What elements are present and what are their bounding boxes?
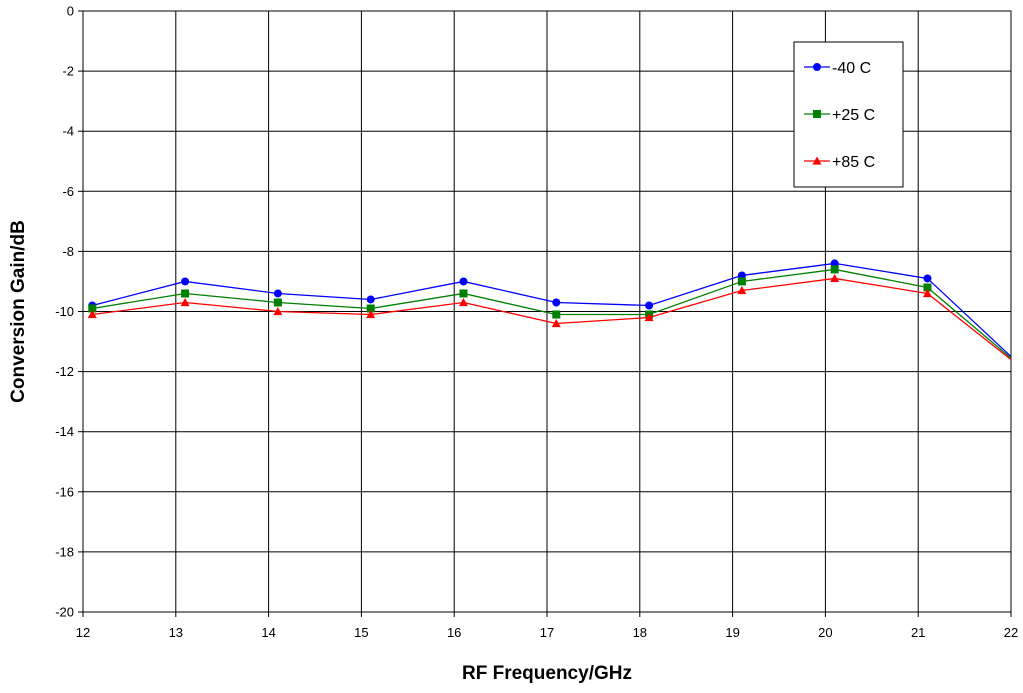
x-tick-label-3: 15 <box>354 625 368 640</box>
series-0-point-2 <box>273 289 282 298</box>
series-2-point-2 <box>273 307 283 316</box>
series-0-point-8 <box>830 259 839 268</box>
legend-label-0: -40 C <box>832 60 871 77</box>
x-tick-label-2: 14 <box>261 625 275 640</box>
series-1-point-2 <box>273 298 282 307</box>
series-2-point-0 <box>87 310 97 319</box>
y-tick-label-4: -8 <box>62 244 74 259</box>
y-tick-label-6: -12 <box>55 364 74 379</box>
y-axis-ticks: 0 -2 -4 -6 -8 -10 -12 -14 -16 -18 -20 <box>55 4 83 620</box>
y-tick-label-9: -18 <box>55 544 74 559</box>
series-0-point-3 <box>366 295 375 304</box>
legend-marker-2 <box>812 156 822 165</box>
series-1-point-5 <box>552 310 561 319</box>
legend-label-1: +25 C <box>832 107 875 124</box>
series-1-point-9 <box>923 283 932 292</box>
series-0-point-6 <box>645 301 654 310</box>
y-axis-title: Conversion Gain/dB <box>8 220 29 403</box>
series-0-point-7 <box>737 271 746 280</box>
legend: -40 C +25 C +85 C <box>793 41 904 188</box>
series-group <box>87 259 1012 361</box>
series-2-point-5 <box>551 319 561 328</box>
x-tick-label-8: 20 <box>818 625 832 640</box>
y-tick-label-8: -16 <box>55 484 74 499</box>
series-2-point-4 <box>458 297 468 307</box>
legend-item-1: +25 C <box>804 107 875 124</box>
x-tick-label-10: 22 <box>1004 625 1018 640</box>
y-tick-label-10: -20 <box>55 605 74 620</box>
x-tick-label-6: 18 <box>633 625 647 640</box>
series-2-point-7 <box>737 285 747 295</box>
legend-marker-1 <box>813 110 821 118</box>
y-tick-label-7: -14 <box>55 424 74 439</box>
y-tick-label-0: 0 <box>67 4 74 19</box>
series-2-point-3 <box>366 310 376 319</box>
series-0-point-9 <box>923 274 932 283</box>
x-tick-label-0: 12 <box>76 625 90 640</box>
legend-label-2: +85 C <box>832 154 875 171</box>
series-1-point-1 <box>181 289 190 298</box>
series-line-1 <box>92 268 1012 359</box>
series-2-point-6 <box>644 313 654 322</box>
series-line-2 <box>92 277 1012 361</box>
series-0 <box>88 259 1012 358</box>
series-2-point-1 <box>180 297 190 307</box>
series-1-point-4 <box>459 289 468 298</box>
y-tick-label-5: -10 <box>55 304 74 319</box>
series-2-point-9 <box>922 288 932 298</box>
y-tick-label-1: -2 <box>62 64 74 79</box>
x-tick-label-7: 19 <box>725 625 739 640</box>
series-0-point-5 <box>552 298 561 307</box>
legend-item-0: -40 C <box>804 60 871 77</box>
series-1-point-7 <box>737 277 746 286</box>
y-tick-label-3: -6 <box>62 184 74 199</box>
series-0-point-1 <box>181 277 190 286</box>
x-tick-label-4: 16 <box>447 625 461 640</box>
x-tick-label-5: 17 <box>540 625 554 640</box>
series-2-point-8 <box>830 273 840 283</box>
y-tick-label-2: -4 <box>62 124 74 139</box>
series-1-point-0 <box>88 304 97 313</box>
series-1-point-3 <box>366 304 375 313</box>
series-0-point-4 <box>459 277 468 286</box>
legend-marker-0 <box>813 63 821 71</box>
legend-item-2: +85 C <box>804 154 875 171</box>
legend-items: -40 C +25 C +85 C <box>804 60 875 171</box>
series-2 <box>87 273 1012 361</box>
x-tick-label-9: 21 <box>911 625 925 640</box>
series-1-point-8 <box>830 265 839 274</box>
x-tick-label-1: 13 <box>169 625 183 640</box>
x-axis-ticks: 12 13 14 15 16 17 18 19 20 21 22 <box>76 612 1018 640</box>
x-axis-title: RF Frequency/GHz <box>462 663 632 684</box>
